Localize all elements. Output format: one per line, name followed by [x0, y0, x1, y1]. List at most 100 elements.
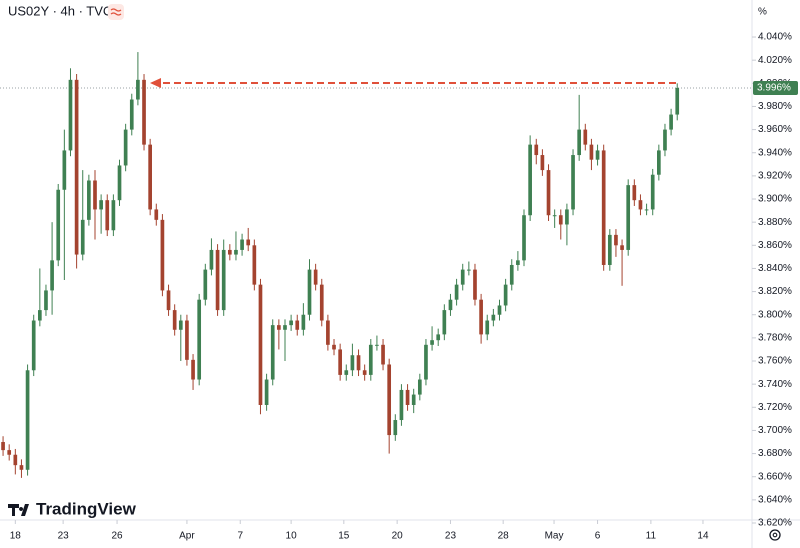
candle: [632, 179, 637, 206]
candle-body: [215, 249, 220, 311]
candle: [356, 349, 361, 377]
candle: [74, 74, 79, 269]
candle: [185, 314, 189, 366]
candle-body: [442, 310, 447, 335]
candle: [503, 278, 508, 312]
candle-body: [540, 155, 545, 171]
candle-body: [577, 129, 582, 156]
candle-body: [632, 185, 637, 201]
candle: [80, 170, 85, 261]
candle: [197, 293, 202, 386]
candle-body: [657, 150, 661, 175]
candle-body: [393, 420, 398, 436]
x-tick-label: 6: [595, 531, 601, 542]
candle-body: [601, 150, 606, 265]
candle: [528, 135, 532, 222]
candle: [558, 209, 563, 240]
y-tick-label: 3.740%: [758, 379, 792, 390]
candle: [313, 263, 318, 291]
candle-body: [117, 165, 122, 201]
candle-body: [74, 79, 79, 255]
candle: [381, 339, 385, 371]
candle-body: [589, 144, 594, 160]
candle-body: [264, 379, 269, 405]
candle-body: [301, 314, 306, 330]
candle: [270, 319, 275, 386]
candle-body: [638, 200, 643, 210]
candle-body: [56, 189, 61, 261]
candle-body: [479, 299, 483, 335]
candle-body: [411, 394, 416, 405]
candle-body: [614, 234, 618, 246]
candle: [405, 384, 410, 411]
candle: [154, 203, 159, 226]
logo: TradingView: [8, 499, 137, 518]
candle-body: [185, 320, 189, 360]
axis-unit: %: [758, 7, 767, 18]
candle-body: [277, 325, 281, 330]
x-tick-label: 14: [697, 531, 709, 542]
x-tick-label: 26: [111, 531, 123, 542]
candle: [516, 251, 520, 271]
candle-body: [454, 284, 459, 300]
candle-body: [417, 379, 422, 395]
candle: [264, 373, 269, 411]
candle-body: [148, 144, 152, 210]
candle: [644, 203, 649, 216]
x-tick-label: Apr: [179, 531, 195, 542]
candle: [13, 448, 18, 475]
candle-body: [595, 150, 600, 160]
candle-body: [111, 200, 116, 231]
x-tick-label: 10: [286, 531, 298, 542]
y-tick-label: 3.780%: [758, 333, 792, 344]
candle: [650, 168, 655, 216]
candle: [375, 335, 379, 351]
settings-icon[interactable]: [769, 529, 781, 541]
candle: [117, 159, 122, 206]
candle-body: [178, 320, 183, 330]
x-tick-label: 18: [10, 531, 22, 542]
arrow-annotation: [150, 78, 676, 88]
candle: [479, 293, 483, 344]
candle-body: [571, 155, 575, 210]
candle: [411, 388, 416, 414]
candle: [37, 268, 42, 327]
candle: [44, 284, 48, 316]
candle: [227, 244, 232, 261]
candle: [99, 194, 103, 234]
candle: [209, 238, 214, 276]
candle: [467, 261, 471, 276]
y-tick-label: 3.860%: [758, 240, 792, 251]
candle-body: [252, 245, 257, 285]
candle-body: [93, 180, 97, 210]
y-tick-label: 3.720%: [758, 402, 792, 413]
candle: [295, 314, 300, 336]
candle-body: [44, 290, 48, 311]
candle: [221, 239, 226, 316]
candle: [277, 319, 281, 350]
candle: [497, 299, 502, 321]
candle: [442, 304, 447, 341]
candle-body: [399, 389, 404, 421]
candle-body: [467, 269, 471, 271]
candle: [191, 354, 195, 390]
candle-body: [68, 79, 73, 151]
candle-body: [172, 310, 177, 330]
x-tick-label: 7: [237, 531, 243, 542]
candle-body: [227, 249, 232, 255]
candle: [142, 74, 146, 151]
candle: [424, 339, 428, 386]
candle: [675, 83, 680, 121]
candle-body: [558, 215, 563, 225]
candle-body: [368, 344, 373, 375]
candle-body: [509, 264, 514, 285]
candle-body: [675, 87, 680, 115]
y-tick-label: 3.660%: [758, 471, 792, 482]
candle-body: [283, 325, 287, 330]
y-tick-label: 3.820%: [758, 286, 792, 297]
candle: [448, 293, 453, 316]
candle: [246, 227, 251, 252]
candle: [669, 108, 673, 136]
candle: [129, 93, 134, 136]
candle-body: [129, 99, 134, 130]
